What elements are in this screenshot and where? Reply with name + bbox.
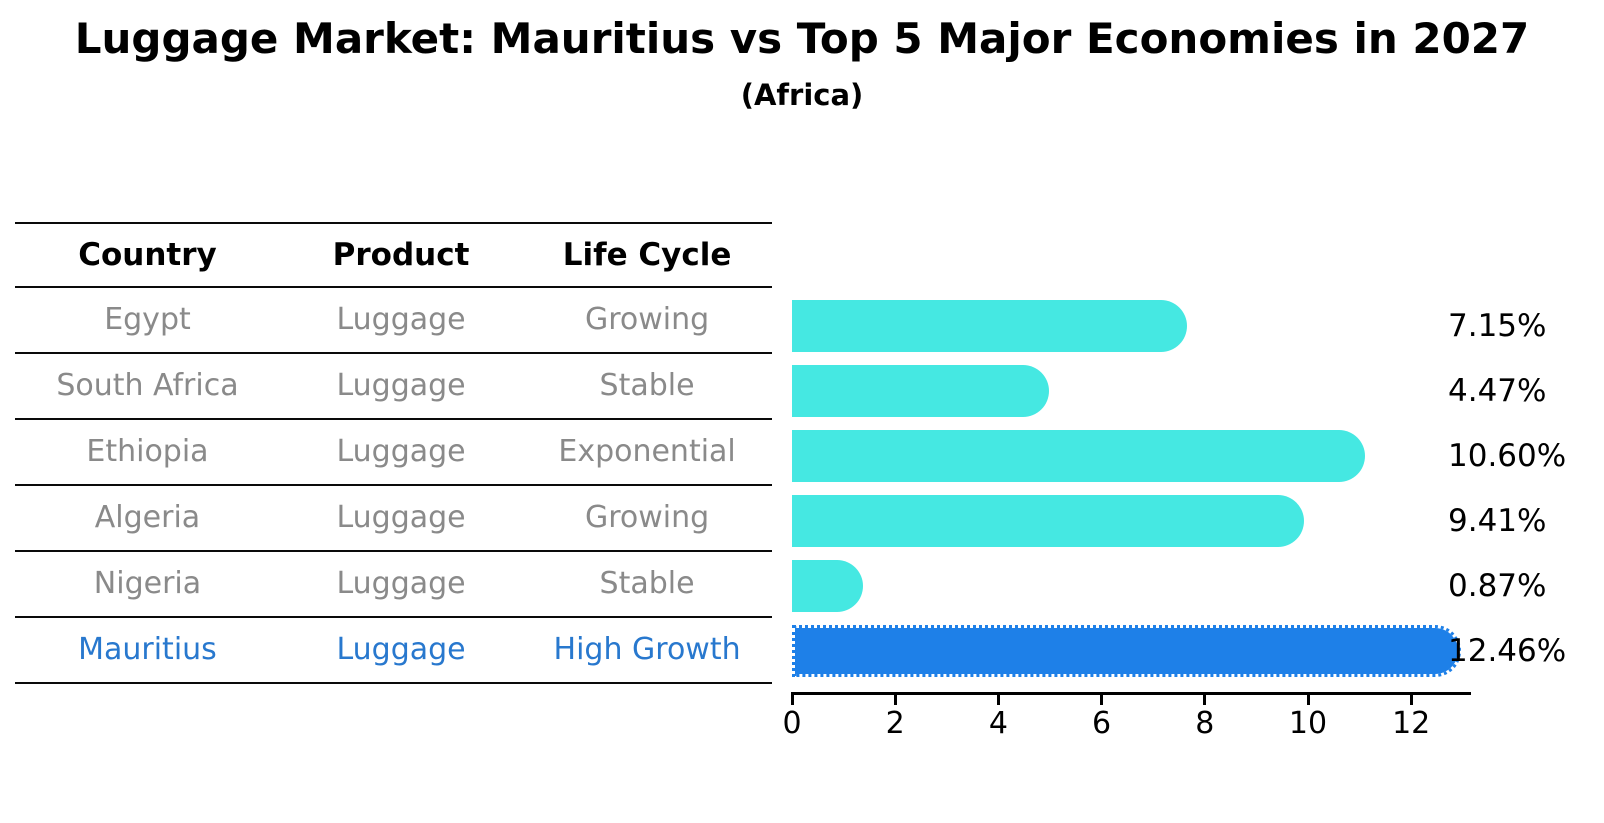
table-cell-country: Mauritius <box>78 632 217 667</box>
x-axis-tick <box>996 692 1000 705</box>
value-label: 4.47% <box>1448 373 1547 409</box>
x-axis-tick-label: 12 <box>1392 706 1431 741</box>
chart-subtitle: (Africa) <box>740 78 864 112</box>
bar-algeria <box>792 495 1304 547</box>
bar-ethiopia <box>792 430 1365 482</box>
table-cell-country: Nigeria <box>93 566 202 601</box>
table-cell-product: Luggage <box>336 434 466 469</box>
table-cell-country: Egypt <box>104 302 191 337</box>
table-cell-life-cycle: High Growth <box>553 632 741 667</box>
table-cell-life-cycle: Growing <box>584 500 710 535</box>
x-axis-tick <box>1409 692 1413 705</box>
value-label: 12.46% <box>1448 633 1567 669</box>
bar-egypt <box>792 300 1187 352</box>
x-axis-tick <box>1100 692 1104 705</box>
table-row: South Africa Luggage Stable <box>15 354 772 420</box>
x-axis-tick <box>1203 692 1207 705</box>
table-cell-life-cycle: Exponential <box>558 434 736 469</box>
comparison-table: Country Product Life Cycle Egypt Luggage… <box>15 222 772 684</box>
x-axis-tick-label: 10 <box>1288 706 1328 741</box>
table-cell-product: Luggage <box>336 500 466 535</box>
x-axis-tick-label: 0 <box>782 706 802 741</box>
table-header-row: Country Product Life Cycle <box>15 222 772 288</box>
x-axis-tick-label: 8 <box>1195 706 1215 741</box>
table-cell-country: Ethiopia <box>86 434 209 469</box>
bar-mauritius <box>792 625 1461 677</box>
chart-title: Luggage Market: Mauritius vs Top 5 Major… <box>74 14 1530 63</box>
table-cell-product: Luggage <box>336 632 466 667</box>
table-row: Ethiopia Luggage Exponential <box>15 420 772 486</box>
table-cell-product: Luggage <box>336 566 466 601</box>
bar-nigeria <box>792 560 863 612</box>
x-axis-line <box>792 692 1471 695</box>
table-body: Egypt Luggage Growing South Africa Lugga… <box>15 288 772 684</box>
value-label: 0.87% <box>1448 568 1547 604</box>
table-row: Mauritius Luggage High Growth <box>15 618 772 684</box>
x-axis-tick-label: 2 <box>885 706 905 741</box>
x-axis-tick-label: 6 <box>1092 706 1112 741</box>
bar-south-africa <box>792 365 1049 417</box>
table-cell-life-cycle: Growing <box>584 302 710 337</box>
x-axis-tick-label: 4 <box>988 706 1008 741</box>
table-header-country: Country <box>78 236 217 273</box>
x-axis-tick <box>893 692 897 705</box>
table-row: Algeria Luggage Growing <box>15 486 772 552</box>
table-row: Egypt Luggage Growing <box>15 288 772 354</box>
table-cell-life-cycle: Stable <box>599 368 695 403</box>
table-header-product: Product <box>332 236 470 273</box>
table-cell-product: Luggage <box>336 368 466 403</box>
value-label: 10.60% <box>1448 438 1567 474</box>
value-label: 7.15% <box>1448 308 1547 344</box>
value-label: 9.41% <box>1448 503 1547 539</box>
table-cell-country: South Africa <box>56 368 239 403</box>
table-cell-country: Algeria <box>94 500 201 535</box>
table-cell-life-cycle: Stable <box>599 566 695 601</box>
x-axis-tick <box>790 692 794 705</box>
x-axis-tick <box>1306 692 1310 705</box>
table-row: Nigeria Luggage Stable <box>15 552 772 618</box>
table-cell-product: Luggage <box>336 302 466 337</box>
table-header-life-cycle: Life Cycle <box>562 236 732 273</box>
